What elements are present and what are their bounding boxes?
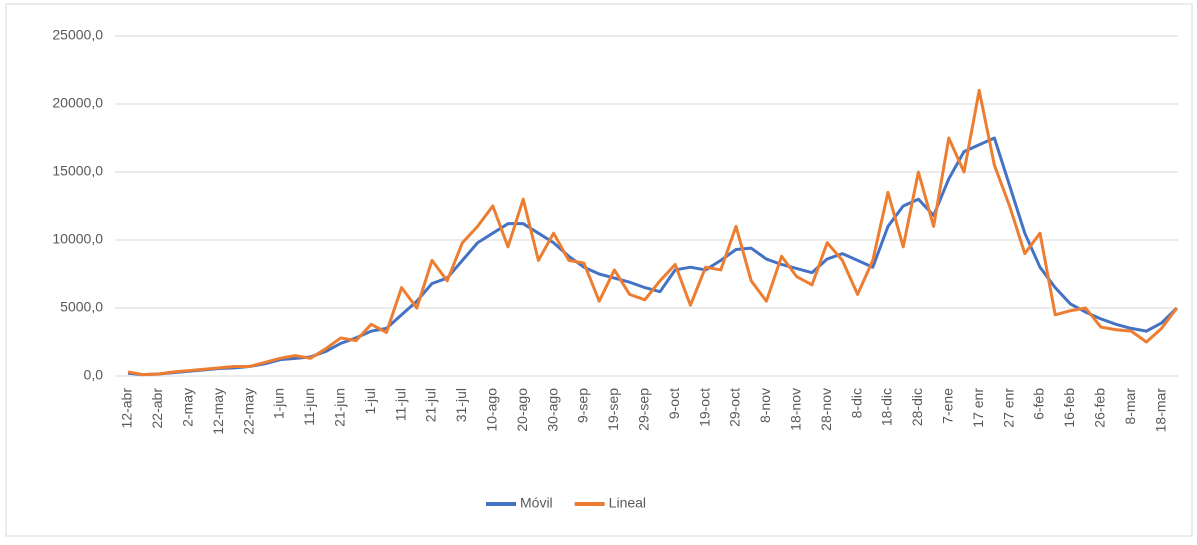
x-tick-label: 9-oct xyxy=(666,388,682,419)
x-tick-label: 2-may xyxy=(180,388,196,427)
x-tick-label: 8-mar xyxy=(1122,388,1138,425)
x-tick-label: 11-jul xyxy=(392,388,408,421)
x-tick-label: 22-abr xyxy=(149,388,165,429)
x-tick-label: 12-may xyxy=(210,388,226,435)
x-tick-label: 1-jul xyxy=(362,388,378,414)
x-tick-label: 26-feb xyxy=(1092,388,1108,428)
x-tick-label: 7-ene xyxy=(940,388,956,424)
x-tick-label: 1-jun xyxy=(271,388,287,419)
x-tick-label: 19-oct xyxy=(696,388,712,427)
x-tick-label: 9-sep xyxy=(575,388,591,423)
legend-label: Lineal xyxy=(609,495,646,511)
x-tick-label: 29-sep xyxy=(636,388,652,431)
x-tick-label: 16-feb xyxy=(1061,388,1077,428)
x-tick-label: 17 enr xyxy=(970,388,986,428)
x-tick-label: 11-jun xyxy=(301,388,317,426)
y-tick-label: 25000,0 xyxy=(52,27,103,43)
x-tick-label: 28-dic xyxy=(909,388,925,426)
x-tick-label: 8-dic xyxy=(848,388,864,418)
x-tick-label: 8-nov xyxy=(757,388,773,423)
y-tick-label: 5000,0 xyxy=(60,299,103,315)
x-tick-label: 18-mar xyxy=(1152,388,1168,433)
x-tick-label: 18-nov xyxy=(788,388,804,431)
x-tick-label: 21-jun xyxy=(332,388,348,427)
y-tick-label: 15000,0 xyxy=(52,163,103,179)
y-tick-label: 10000,0 xyxy=(52,231,103,247)
x-tick-label: 21-jul xyxy=(423,388,439,422)
x-tick-label: 19-sep xyxy=(605,388,621,431)
x-tick-label: 28-nov xyxy=(818,388,834,431)
x-tick-label: 29-oct xyxy=(727,388,743,427)
x-tick-label: 31-jul xyxy=(453,388,469,422)
x-tick-label: 30-ago xyxy=(544,388,560,432)
x-tick-label: 18-dic xyxy=(879,388,895,426)
x-tick-label: 12-abr xyxy=(119,388,135,429)
chart-border xyxy=(5,3,1193,537)
y-tick-label: 0,0 xyxy=(84,367,104,383)
legend-label: Móvil xyxy=(520,495,553,511)
y-tick-label: 20000,0 xyxy=(52,95,103,111)
line-series xyxy=(127,88,1179,377)
x-tick-label: 20-ago xyxy=(514,388,530,432)
x-tick-label: 27 enr xyxy=(1000,388,1016,428)
x-tick-label: 10-ago xyxy=(484,388,500,432)
x-tick-label: 22-may xyxy=(240,388,256,435)
x-tick-label: 6-feb xyxy=(1031,388,1047,420)
